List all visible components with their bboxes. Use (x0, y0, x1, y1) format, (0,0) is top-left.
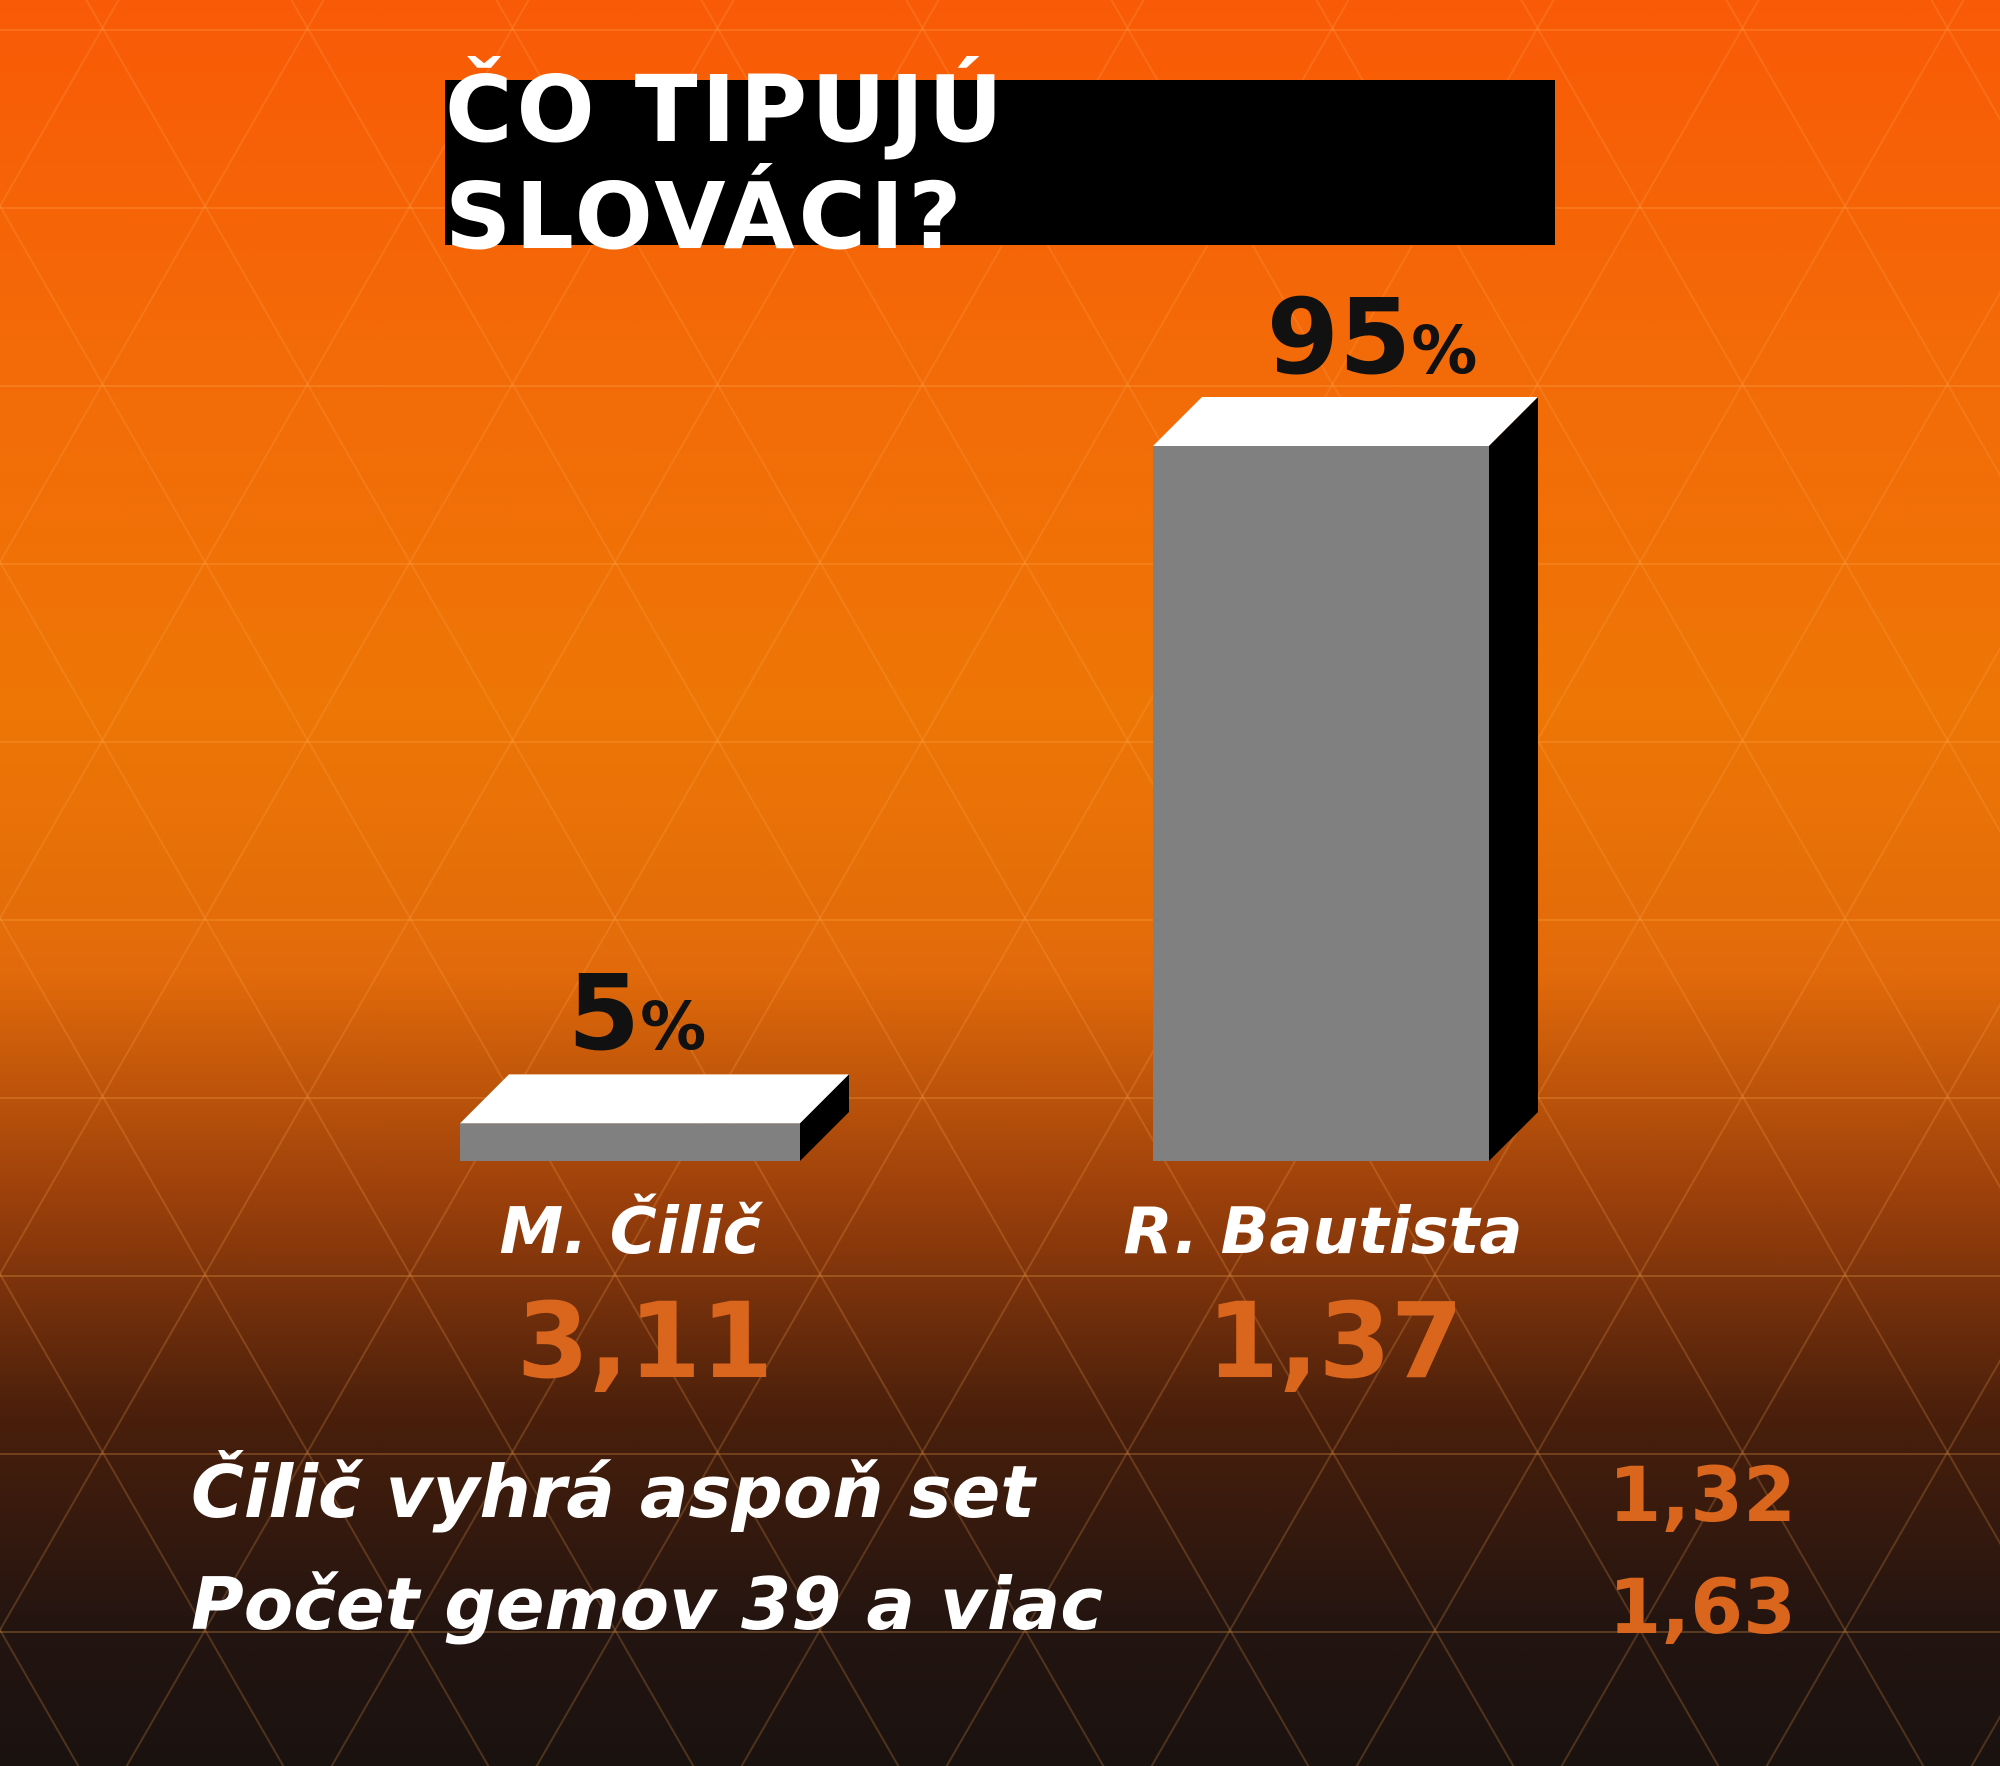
category-label-bautista: R. Bautista (1123, 1195, 1523, 1269)
bar-value-label-bautista: 95% (1266, 276, 1478, 398)
pattern-line (0, 559, 695, 1766)
pattern-line (85, 0, 1105, 1766)
bar-side-face (800, 1074, 849, 1161)
odds-bautista: 1,37 (1206, 1280, 1464, 1402)
bar-bautista (1153, 397, 1538, 1161)
bar-front-face (460, 1123, 800, 1161)
pattern-line (1725, 0, 2000, 478)
odds-cilic: 3,11 (516, 1280, 774, 1402)
extra-bet-odds: 1,32 (1608, 1450, 1796, 1539)
pattern-line (1560, 1002, 2000, 1766)
pattern-line (1150, 290, 2000, 1766)
bar-front-face (1153, 446, 1489, 1161)
bar-top-face (460, 1074, 849, 1124)
extra-bet-label: Počet gemov 39 a viac (191, 1562, 1103, 1646)
bar-value-label-cilic: 5% (567, 952, 707, 1074)
pattern-line (0, 203, 900, 1766)
pattern-line (0, 915, 490, 1766)
pattern-line (1355, 646, 2000, 1766)
extra-bet-label: Čilič vyhrá aspoň set (191, 1450, 1035, 1534)
chart-title: ČO TIPUJÚ SLOVÁCI? (445, 55, 1007, 270)
category-label-cilic: M. Čilič (499, 1195, 761, 1269)
pattern-line (1520, 0, 2000, 834)
bar-cilic (460, 1074, 849, 1161)
pattern-line (0, 1271, 285, 1766)
bar-side-face (1489, 397, 1538, 1161)
pattern-line (1765, 1358, 2000, 1766)
pattern-line (0, 0, 530, 921)
extra-bet-odds: 1,63 (1608, 1562, 1796, 1651)
pattern-line (0, 0, 120, 209)
bar-top-face (1153, 397, 1538, 446)
title-banner: ČO TIPUJÚ SLOVÁCI? (445, 56, 1555, 270)
pattern-line (0, 0, 325, 565)
pattern-line (290, 0, 1310, 1766)
